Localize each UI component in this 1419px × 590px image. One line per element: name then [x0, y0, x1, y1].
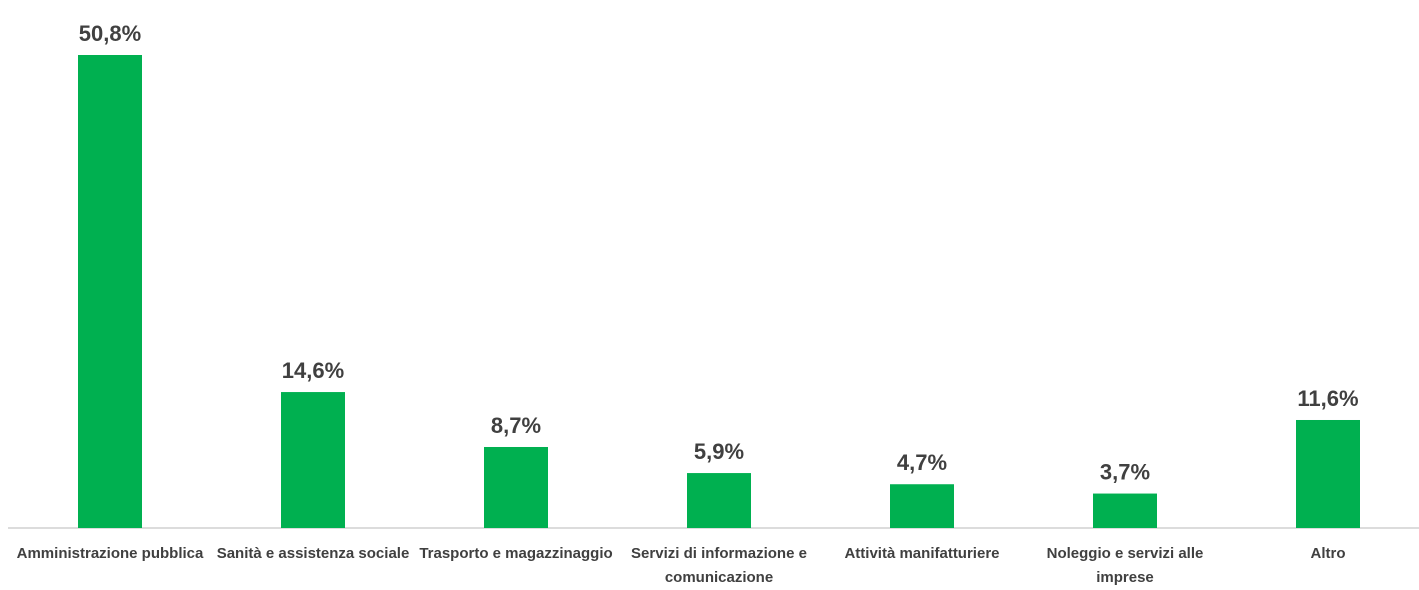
x-tick-label: Amministrazione pubblica — [16, 545, 204, 562]
value-label: 8,7% — [491, 413, 541, 438]
value-label: 4,7% — [897, 450, 947, 475]
value-label: 11,6% — [1297, 386, 1358, 411]
value-label: 14,6% — [282, 358, 344, 383]
x-tick-label: Sanità e assistenza sociale — [216, 545, 410, 562]
x-tick-label: Altro — [1310, 545, 1346, 562]
bar — [687, 473, 751, 528]
bar — [890, 484, 954, 528]
bar — [78, 55, 142, 528]
bar — [1093, 493, 1157, 528]
x-tick-label: Noleggio e servizi alle imprese — [1046, 545, 1204, 586]
x-tick-label: Attività manifatturiere — [844, 545, 1000, 562]
value-label: 50,8% — [79, 21, 141, 46]
bar — [281, 392, 345, 528]
bar — [1296, 419, 1360, 528]
value-label: 3,7% — [1100, 460, 1150, 485]
x-tick-label: Trasporto e magazzinaggio — [419, 545, 613, 562]
bar — [484, 446, 548, 528]
value-label: 5,9% — [694, 439, 744, 464]
x-tick-label: Servizi di informazione e comunicazione — [631, 545, 807, 586]
